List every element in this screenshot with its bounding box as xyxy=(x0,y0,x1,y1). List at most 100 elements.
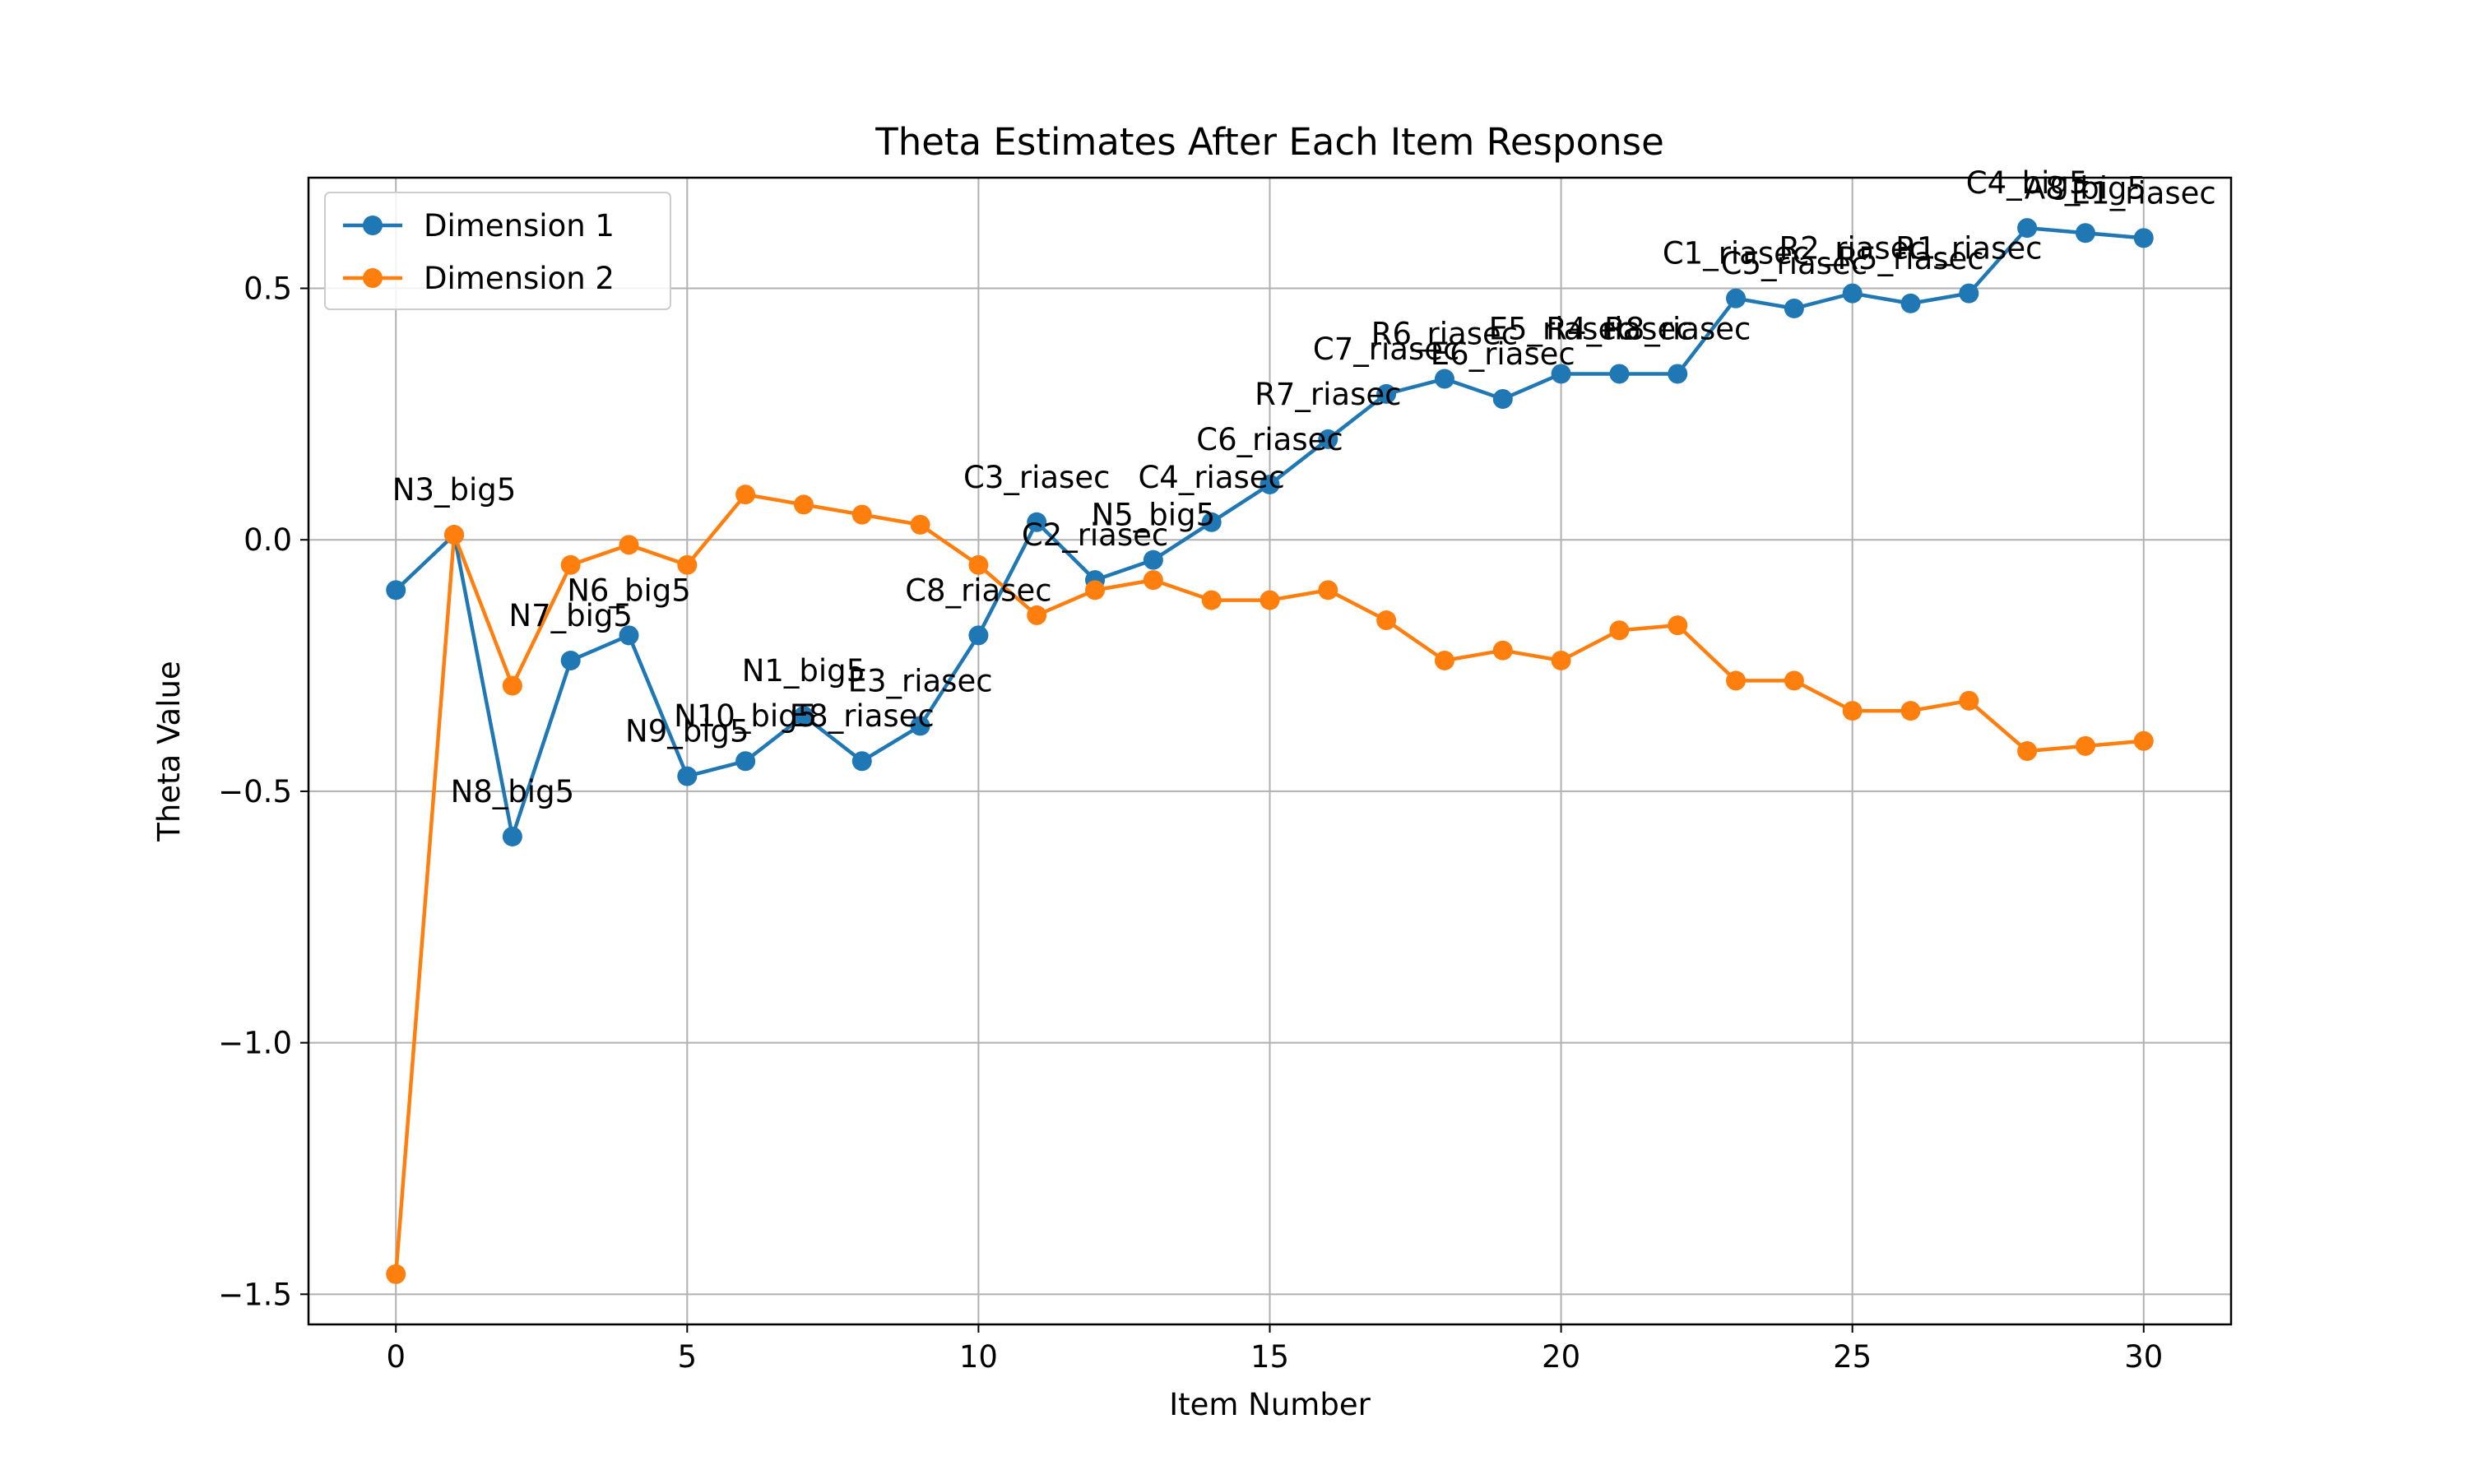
data-point xyxy=(677,554,698,575)
data-point xyxy=(386,580,406,601)
point-label: N10_big5 xyxy=(674,698,817,734)
data-point xyxy=(502,826,522,846)
legend-marker xyxy=(363,268,383,288)
point-label: N6_big5 xyxy=(567,573,691,608)
point-label: C8_riasec xyxy=(905,573,1051,608)
point-label: N5_big5 xyxy=(1092,498,1216,533)
data-point xyxy=(1085,580,1106,601)
point-label: C2_riasec xyxy=(1022,517,1168,553)
data-point xyxy=(851,504,872,525)
point-label: R2_riasec xyxy=(1779,231,1926,267)
point-label: R5_riasec xyxy=(1837,241,1983,276)
data-point xyxy=(2133,730,2154,751)
data-point xyxy=(619,625,639,646)
data-point xyxy=(1376,383,1397,404)
data-point xyxy=(1726,288,1747,308)
legend-marker xyxy=(363,216,383,235)
data-point xyxy=(1784,298,1804,318)
data-point xyxy=(793,706,814,726)
data-point xyxy=(1784,670,1804,691)
data-point xyxy=(1434,369,1454,389)
data-point xyxy=(1492,640,1513,661)
data-point xyxy=(1201,590,1222,610)
y-axis-title: Theta Value xyxy=(151,661,187,842)
point-label: E6_riasec xyxy=(1431,336,1575,372)
series-1 xyxy=(386,218,2154,846)
point-label: N9_big5 xyxy=(625,714,749,749)
data-point xyxy=(2075,223,2095,243)
data-point xyxy=(1318,580,1338,601)
data-point xyxy=(1900,293,1921,313)
data-point xyxy=(1551,364,1571,384)
data-point xyxy=(851,751,872,772)
point-label: R8_riasec xyxy=(1604,311,1751,346)
axis-ticks: 0 5 10 15 20 25 30 0.5 0.0 −0.5 −1.0 −1.5 xyxy=(218,271,2163,1375)
point-label: E8_riasec xyxy=(790,698,935,734)
data-point xyxy=(1726,670,1747,691)
point-label: C7_riasec xyxy=(1313,332,1459,367)
point-label: C3_riasec xyxy=(963,460,1110,495)
point-label: R7_riasec xyxy=(1255,377,1401,412)
data-point xyxy=(2017,741,2038,761)
point-label: N7_big5 xyxy=(508,598,633,633)
y-tick-label: 0.5 xyxy=(244,271,292,307)
point-label: C4_big5 xyxy=(1966,165,2089,201)
x-tick-label: 30 xyxy=(2124,1339,2163,1375)
point-label: R1_riasec xyxy=(1895,231,2042,267)
grid-lines xyxy=(308,178,2231,1324)
point-label: N3_big5 xyxy=(392,472,517,508)
point-label: R6_riasec xyxy=(1371,317,1518,352)
data-point xyxy=(968,625,989,646)
data-point xyxy=(735,751,756,772)
data-point xyxy=(1609,364,1630,384)
point-label: E1_riasec xyxy=(2071,175,2216,211)
data-point xyxy=(1609,620,1630,641)
data-point xyxy=(1492,389,1513,410)
data-point xyxy=(1027,512,1047,532)
series-lines xyxy=(386,218,2154,1284)
point-label: E3_riasec xyxy=(848,663,993,698)
data-point xyxy=(910,514,930,535)
data-point xyxy=(1260,590,1280,610)
point-label: A8_big5 xyxy=(2025,170,2146,206)
point-label: N1_big5 xyxy=(742,653,866,689)
data-point xyxy=(1668,615,1688,636)
data-point xyxy=(1143,550,1163,570)
point-label: C4_riasec xyxy=(1138,460,1284,495)
x-tick-label: 20 xyxy=(1542,1339,1580,1375)
data-point xyxy=(677,766,698,786)
y-tick-label: 0.0 xyxy=(244,522,292,558)
point-label: C6_riasec xyxy=(1196,422,1343,457)
legend-box xyxy=(324,192,671,310)
x-tick-label: 15 xyxy=(1250,1339,1289,1375)
data-point xyxy=(1842,283,1863,304)
data-point xyxy=(968,554,989,575)
point-label: C1_riasec xyxy=(1663,236,1809,271)
data-point xyxy=(560,650,581,670)
data-point xyxy=(1551,650,1571,670)
data-point xyxy=(1201,512,1222,532)
data-point xyxy=(1376,610,1397,631)
data-point xyxy=(1668,364,1688,384)
data-point xyxy=(1260,474,1280,494)
x-tick-label: 25 xyxy=(1833,1339,1872,1375)
data-point xyxy=(2017,218,2038,239)
data-point xyxy=(1318,429,1338,449)
x-axis-title: Item Number xyxy=(1169,1387,1371,1422)
y-tick-label: −0.5 xyxy=(218,774,292,809)
data-point xyxy=(735,485,756,505)
x-tick-label: 5 xyxy=(678,1339,698,1375)
data-point xyxy=(619,535,639,555)
chart-title: Theta Estimates After Each Item Response xyxy=(874,120,1664,164)
data-point xyxy=(502,675,522,696)
data-point xyxy=(444,525,465,545)
data-point xyxy=(1900,701,1921,721)
series-2 xyxy=(386,485,2154,1284)
data-point xyxy=(560,554,581,575)
data-point xyxy=(1959,690,1979,711)
point-label: N8_big5 xyxy=(451,774,575,809)
legend-label: Dimension 1 xyxy=(424,208,615,243)
data-point xyxy=(2133,228,2154,248)
